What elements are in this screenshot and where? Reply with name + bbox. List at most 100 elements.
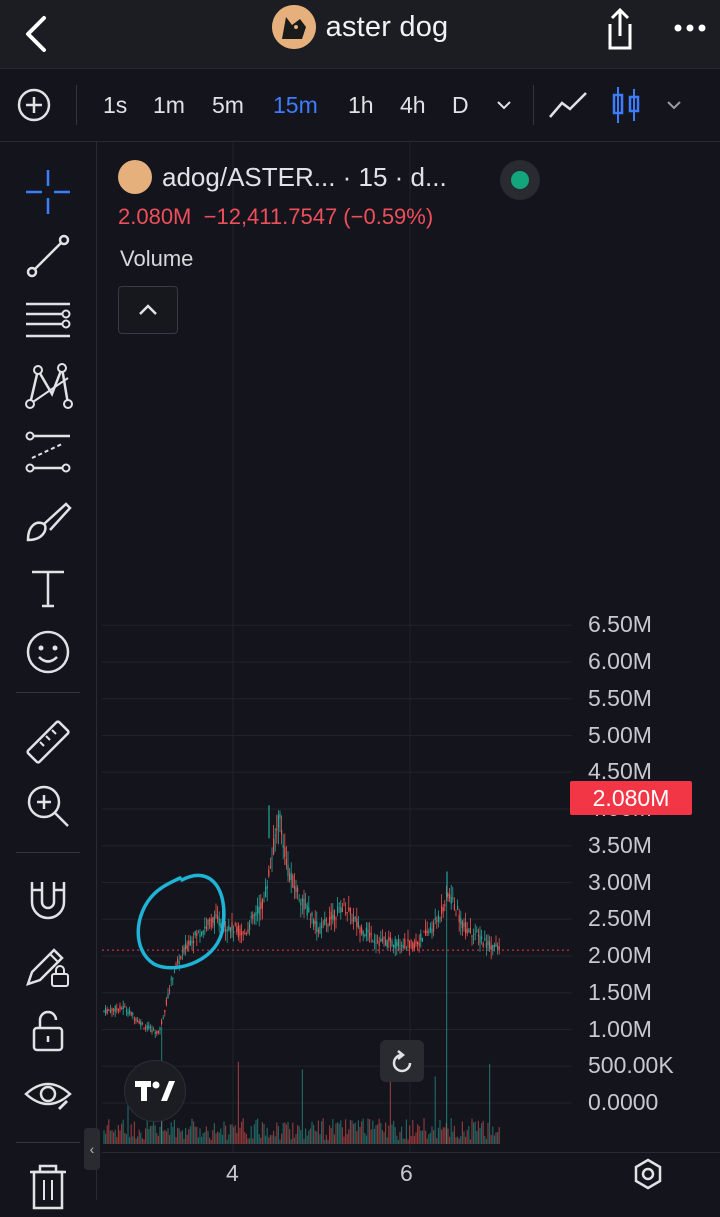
symbol-legend[interactable]: adog/ASTER... · 15 · d... xyxy=(118,160,447,194)
volume-bar xyxy=(453,1125,455,1144)
fib-tool[interactable] xyxy=(22,294,74,346)
candle-body xyxy=(121,1008,123,1010)
candle-body xyxy=(271,857,273,859)
page-title: aster dog xyxy=(325,10,449,43)
volume-bar xyxy=(202,1133,204,1144)
candle-body xyxy=(225,929,227,932)
candle-body xyxy=(393,945,395,948)
candle-body xyxy=(164,1010,166,1013)
candle-body xyxy=(428,931,430,933)
chart-type-dropdown[interactable] xyxy=(662,69,686,141)
lock-drawing-tool[interactable] xyxy=(22,940,74,992)
candle-body xyxy=(148,1025,150,1029)
volume-bar xyxy=(122,1119,124,1144)
zoom-in-tool[interactable] xyxy=(22,780,74,832)
interval-1h[interactable]: 1h xyxy=(348,91,374,118)
candle-body xyxy=(444,904,446,907)
candle-body xyxy=(279,813,281,819)
toolbar-collapse-handle[interactable]: ‹ xyxy=(84,1128,100,1170)
candle-body xyxy=(249,923,251,930)
candle-body xyxy=(162,1017,164,1019)
volume-bar xyxy=(260,1137,262,1144)
volume-bar xyxy=(385,1122,387,1144)
volume-bar xyxy=(244,1132,246,1144)
share-button[interactable] xyxy=(596,4,644,54)
candle-body xyxy=(492,945,494,950)
candle-body xyxy=(490,945,492,950)
back-button[interactable] xyxy=(14,10,60,56)
volume-bar xyxy=(466,1130,468,1144)
reset-icon xyxy=(392,1050,412,1073)
candle-body xyxy=(351,919,353,921)
volume-bar xyxy=(239,1127,241,1144)
interval-4h[interactable]: 4h xyxy=(400,91,426,118)
price-chart[interactable] xyxy=(102,142,720,1152)
reset-chart-button[interactable] xyxy=(380,1040,424,1082)
candle-body xyxy=(453,904,455,910)
tradingview-logo[interactable] xyxy=(124,1060,186,1122)
candle-body xyxy=(185,942,187,950)
prediction-tool[interactable] xyxy=(22,426,74,478)
candle-body xyxy=(423,931,425,933)
crosshair-tool[interactable] xyxy=(22,166,74,218)
candle-body xyxy=(159,1027,161,1031)
candle-body xyxy=(330,911,332,920)
candle-body xyxy=(458,914,460,923)
add-indicator-button[interactable] xyxy=(16,69,52,141)
volume-bar xyxy=(223,1121,225,1144)
trend-line-tool[interactable] xyxy=(22,230,74,282)
candle-body xyxy=(124,1006,126,1008)
hide-drawings-tool[interactable] xyxy=(22,1068,74,1120)
remove-drawings-tool[interactable] xyxy=(22,1160,74,1212)
intervals-dropdown[interactable] xyxy=(492,69,516,141)
volume-bar xyxy=(332,1119,334,1144)
emoji-tool[interactable] xyxy=(22,626,74,678)
volume-bar xyxy=(245,1133,247,1144)
text-tool[interactable] xyxy=(22,562,74,614)
collapse-legend-button[interactable] xyxy=(118,286,178,334)
trend-line-icon xyxy=(26,234,70,278)
candle-body xyxy=(484,938,486,940)
volume-bar xyxy=(167,1128,169,1144)
interval-15m[interactable]: 15m xyxy=(273,91,318,118)
candle-body xyxy=(220,923,222,928)
prediction-icon xyxy=(25,431,71,473)
interval-1s[interactable]: 1s xyxy=(103,91,128,118)
magnet-tool[interactable] xyxy=(22,874,74,926)
candle-body xyxy=(183,946,185,953)
pattern-tool[interactable] xyxy=(22,360,74,412)
volume-bar xyxy=(266,1127,268,1144)
interval-d[interactable]: D xyxy=(452,91,469,118)
volume-bar xyxy=(309,1128,311,1144)
candle-body xyxy=(348,907,350,911)
volume-bar xyxy=(349,1119,351,1144)
candle-body xyxy=(489,941,491,949)
volume-bar xyxy=(221,1134,223,1144)
candle-body xyxy=(293,886,295,889)
chart-type-candles-button[interactable] xyxy=(610,69,642,141)
time-axis[interactable] xyxy=(102,1152,720,1201)
ruler-tool[interactable] xyxy=(22,716,74,768)
volume-bar xyxy=(418,1126,420,1144)
trash-icon xyxy=(30,1164,66,1210)
volume-bar xyxy=(116,1137,118,1144)
y-tick-label: 4.50M xyxy=(588,758,652,785)
candle-body xyxy=(401,944,403,947)
volume-bar xyxy=(471,1118,473,1144)
market-status-indicator[interactable] xyxy=(500,160,540,200)
volume-bar xyxy=(215,1133,217,1144)
candle-body xyxy=(357,921,359,928)
interval-5m[interactable]: 5m xyxy=(212,91,244,118)
volume-bar xyxy=(172,1127,174,1144)
candle-body xyxy=(474,933,476,935)
chart-type-line-button[interactable] xyxy=(546,69,590,141)
volume-bar xyxy=(250,1126,252,1144)
volume-bar xyxy=(148,1129,150,1144)
unlock-tool[interactable] xyxy=(22,1004,74,1056)
more-button[interactable] xyxy=(668,6,712,50)
volume-bar xyxy=(329,1125,331,1144)
chart-settings-button[interactable] xyxy=(628,1154,668,1194)
candle-body xyxy=(108,1009,110,1011)
brush-tool[interactable] xyxy=(22,496,74,548)
interval-1m[interactable]: 1m xyxy=(153,91,185,118)
